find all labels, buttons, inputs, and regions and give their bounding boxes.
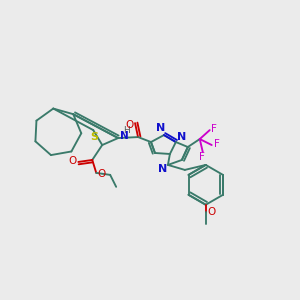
Text: F: F bbox=[199, 152, 205, 162]
Text: O: O bbox=[68, 156, 76, 166]
Text: F: F bbox=[214, 139, 220, 149]
Text: N: N bbox=[120, 130, 128, 141]
Text: N: N bbox=[156, 123, 166, 133]
Text: S: S bbox=[90, 132, 98, 142]
Text: N: N bbox=[177, 132, 187, 142]
Text: H: H bbox=[123, 126, 130, 135]
Text: N: N bbox=[158, 164, 168, 174]
Text: O: O bbox=[97, 169, 105, 179]
Text: O: O bbox=[208, 207, 216, 217]
Text: O: O bbox=[125, 120, 133, 130]
Text: F: F bbox=[211, 124, 217, 134]
